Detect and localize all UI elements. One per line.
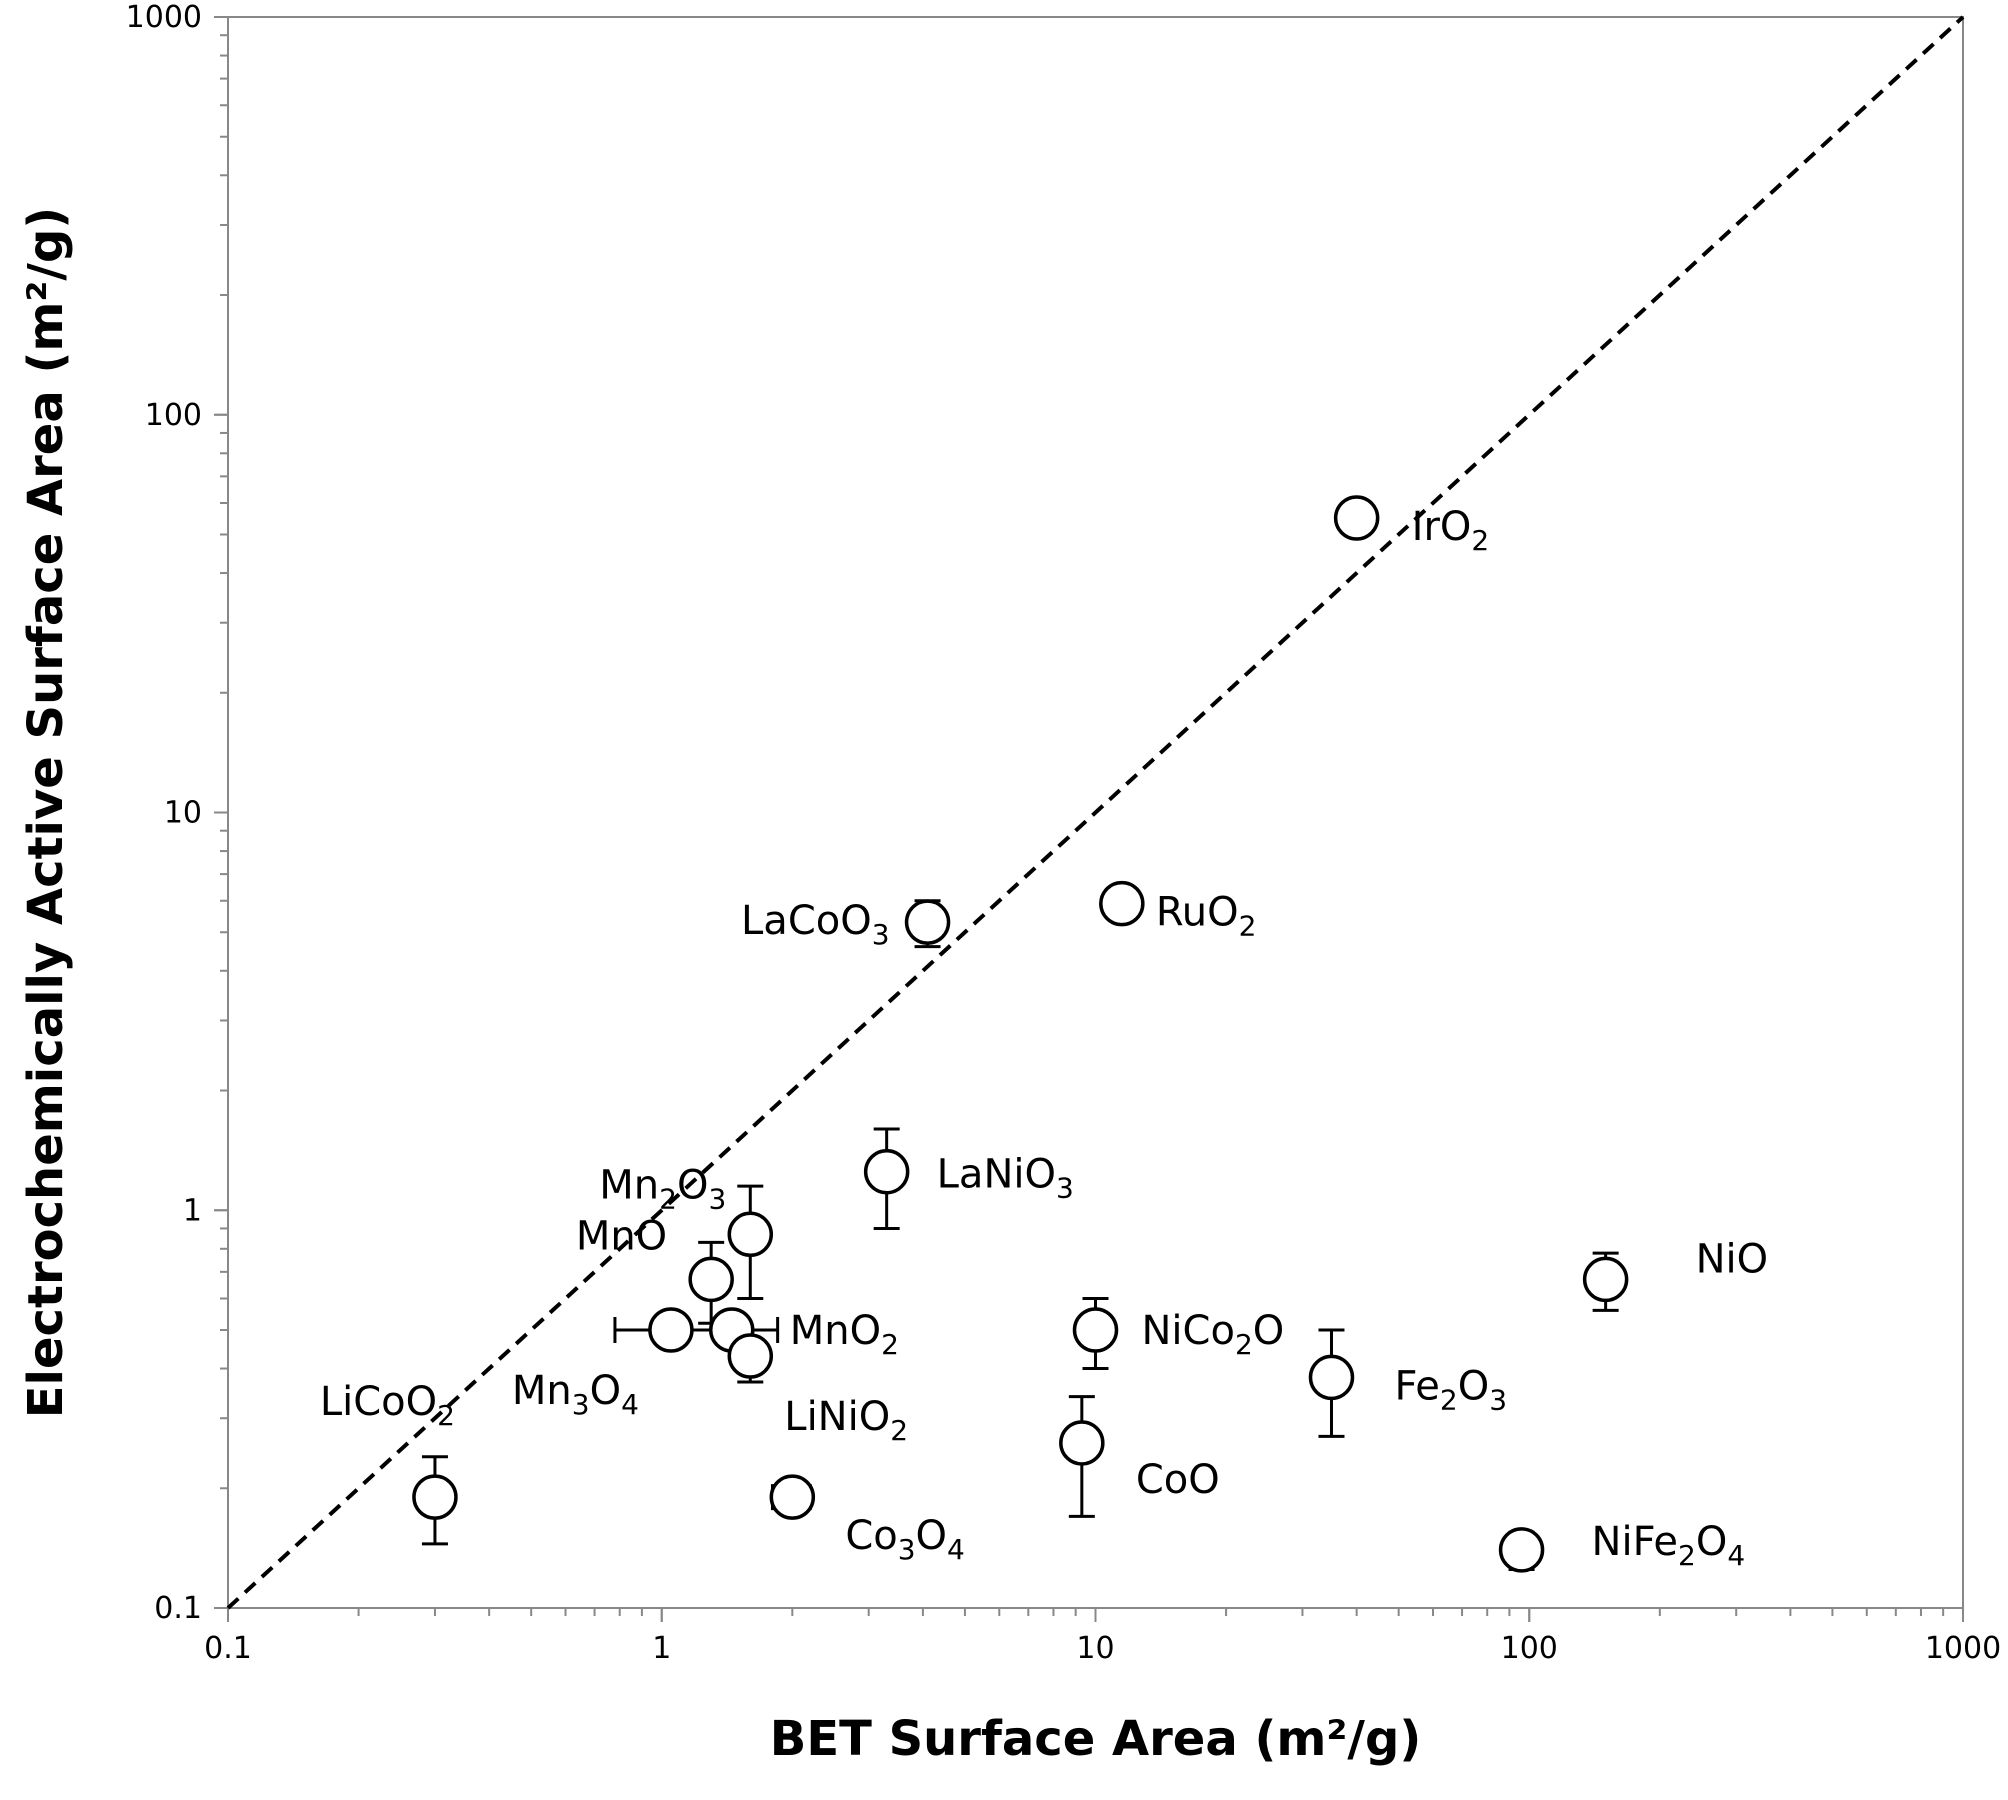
label-NiFe2O4: NiFe2​O4​ <box>1592 1519 1746 1572</box>
label-LiNiO2: LiNiO2​ <box>784 1394 908 1447</box>
point-Mn2O3 <box>727 1211 774 1258</box>
x-tick-label: 0.1 <box>204 1631 252 1666</box>
point-CoO <box>1059 1420 1105 1466</box>
x-tick-labels: 0.1 1 10 100 1000 <box>204 1631 2001 1666</box>
point-NiCo2O <box>1072 1307 1119 1353</box>
label-LaCoO3: LaCoO3​ <box>741 898 890 951</box>
point-Co3O4 <box>769 1474 816 1520</box>
label-NiCo2O: NiCo2​O <box>1142 1308 1285 1361</box>
x-tick-label: 100 <box>1501 1631 1558 1666</box>
y-tick-label: 100 <box>145 398 202 433</box>
label-NiO: NiO <box>1696 1236 1769 1282</box>
point-labels: IrO2​ RuO2​ LaCoO3​ LaNiO3​ Mn2​O3​MnO MnO2​ M… <box>320 504 1768 1572</box>
point-LaNiO3 <box>863 1148 910 1195</box>
y-tick-label: 0.1 <box>154 1591 202 1626</box>
point-LiNiO2 <box>727 1333 774 1379</box>
y-tick-label: 1 <box>183 1193 202 1228</box>
x-tick-label: 1000 <box>1925 1631 2001 1666</box>
x-axis-title: BET Surface Area (m²/g) <box>770 1711 1422 1767</box>
label-CoO: CoO <box>1136 1457 1220 1503</box>
point-Fe2O3 <box>1308 1354 1355 1401</box>
y-tick-labels: 0.1 1 10 100 1000 <box>126 0 202 1626</box>
minor-ticks <box>214 16 1964 1622</box>
point-MnO <box>688 1256 734 1303</box>
label-Co3O4: Co3​O4​ <box>845 1513 965 1566</box>
label-Fe2O3: Fe2​O3​ <box>1394 1363 1507 1416</box>
point-RuO2 <box>1099 880 1145 927</box>
point-NiFe2O4 <box>1498 1527 1545 1573</box>
point-IrO2 <box>1333 495 1380 541</box>
y-tick-label: 1000 <box>126 0 202 35</box>
point-LaCoO3 <box>904 899 951 945</box>
x-tick-label: 1 <box>652 1631 671 1666</box>
x-tick-label: 10 <box>1076 1631 1114 1666</box>
y-axis-title: Electrochemically Active Surface Area (m… <box>18 207 74 1418</box>
point-Mn3O4 <box>648 1307 694 1353</box>
label-IrO2: IrO2​ <box>1412 504 1490 557</box>
y-tick-label: 10 <box>164 796 202 831</box>
data-points <box>412 495 1629 1573</box>
label-MnO: MnO <box>576 1213 667 1259</box>
label-LaNiO3: LaNiO3​ <box>937 1152 1074 1205</box>
label-MnO2: MnO2​ <box>790 1308 899 1361</box>
label-RuO2: RuO2​ <box>1156 890 1257 943</box>
label-LiCoO2: LiCoO2​ <box>320 1379 455 1432</box>
label-Mn3O4: Mn3​O4​ <box>512 1368 639 1421</box>
point-LiCoO2 <box>412 1474 458 1520</box>
point-NiO <box>1582 1256 1629 1303</box>
identity-reference-line <box>226 15 1965 1610</box>
label-Mn2O3: Mn2​O3​ <box>599 1162 726 1215</box>
